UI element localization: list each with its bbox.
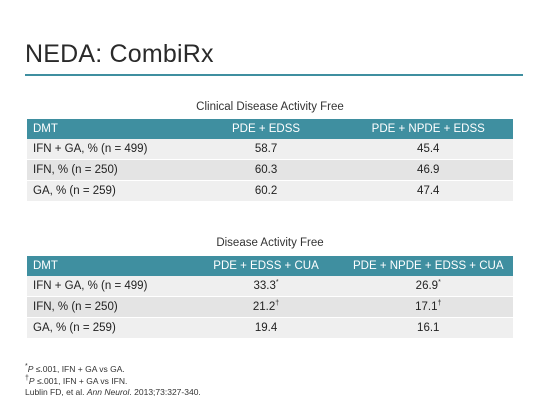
value-cell: 58.7 xyxy=(188,139,344,160)
column-header-pde-edss: PDE + EDSS xyxy=(188,119,344,139)
table2-caption: Disease Activity Free xyxy=(216,237,324,249)
column-header-dmt: DMT xyxy=(27,256,189,276)
column-header-pde-edss-cua: PDE + EDSS + CUA xyxy=(188,256,344,276)
value-cell: 17.1† xyxy=(343,296,513,318)
table-row: IFN + GA, % (n = 499) 58.7 45.4 xyxy=(27,139,513,160)
dmt-cell: GA, % (n = 259) xyxy=(27,317,189,339)
table-header-row: DMT PDE + EDSS PDE + NPDE + EDSS xyxy=(27,119,513,139)
slide-title: NEDA: CombiRx xyxy=(25,40,214,68)
footnote-1: *P ≤.001, IFN + GA vs GA. xyxy=(25,363,125,374)
dmt-cell: GA, % (n = 259) xyxy=(27,180,189,202)
footnote-2: †P ≤.001, IFN + GA vs IFN. xyxy=(25,374,128,386)
table-row: GA, % (n = 259) 60.2 47.4 xyxy=(27,180,513,202)
value-cell: 26.9* xyxy=(343,276,513,297)
dmt-cell: IFN, % (n = 250) xyxy=(27,296,189,318)
value-cell: 46.9 xyxy=(343,159,513,181)
table-row: IFN + GA, % (n = 499) 33.3* 26.9* xyxy=(27,276,513,297)
value-cell: 33.3* xyxy=(188,276,344,297)
value-cell: 16.1 xyxy=(343,317,513,339)
footnotes: *P ≤.001, IFN + GA vs GA. †P ≤.001, IFN … xyxy=(25,363,201,399)
table1-caption: Clinical Disease Activity Free xyxy=(196,101,344,113)
table-row: IFN, % (n = 250) 21.2† 17.1† xyxy=(27,296,513,318)
dmt-cell: IFN + GA, % (n = 499) xyxy=(27,139,189,160)
value-cell: 47.4 xyxy=(343,180,513,202)
clinical-activity-table: DMT PDE + EDSS PDE + NPDE + EDSS IFN + G… xyxy=(27,119,513,202)
value-cell: 60.3 xyxy=(188,159,344,181)
citation: Lublin FD, et al. Ann Neurol. 2013;73:32… xyxy=(25,387,201,397)
table-row: GA, % (n = 259) 19.4 16.1 xyxy=(27,317,513,339)
table-row: IFN, % (n = 250) 60.3 46.9 xyxy=(27,159,513,181)
value-cell: 60.2 xyxy=(188,180,344,202)
column-header-pde-npde-edss-cua: PDE + NPDE + EDSS + CUA xyxy=(343,256,513,276)
table-header-row: DMT PDE + EDSS + CUA PDE + NPDE + EDSS +… xyxy=(27,256,513,276)
disease-activity-table: DMT PDE + EDSS + CUA PDE + NPDE + EDSS +… xyxy=(27,256,513,339)
column-header-pde-npde-edss: PDE + NPDE + EDSS xyxy=(343,119,513,139)
dmt-cell: IFN + GA, % (n = 499) xyxy=(27,276,189,297)
dmt-cell: IFN, % (n = 250) xyxy=(27,159,189,181)
title-underline xyxy=(25,74,523,76)
value-cell: 21.2† xyxy=(188,296,344,318)
column-header-dmt: DMT xyxy=(27,119,189,139)
value-cell: 45.4 xyxy=(343,139,513,160)
value-cell: 19.4 xyxy=(188,317,344,339)
